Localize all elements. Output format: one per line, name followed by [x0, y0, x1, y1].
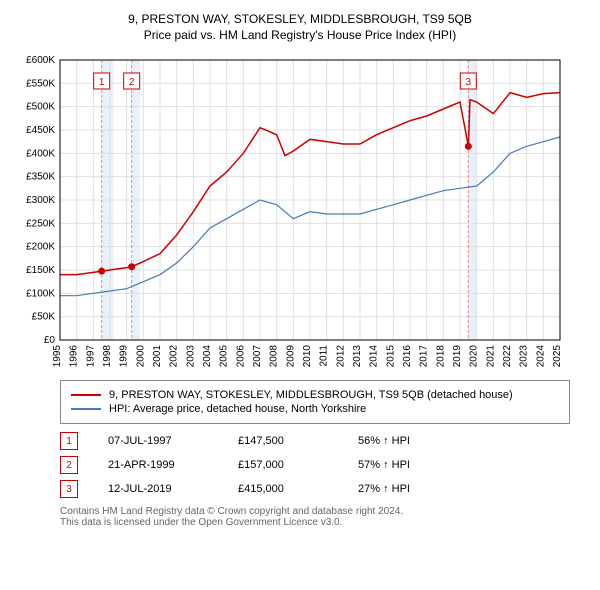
- title-line-2: Price paid vs. HM Land Registry's House …: [10, 28, 590, 42]
- legend-label-hpi: HPI: Average price, detached house, Nort…: [109, 403, 366, 415]
- legend-swatch-property: [71, 394, 101, 396]
- chart-title-block: 9, PRESTON WAY, STOKESLEY, MIDDLESBROUGH…: [10, 12, 590, 42]
- svg-text:1999: 1999: [119, 345, 130, 368]
- marker-badge: 2: [60, 456, 78, 474]
- svg-text:£50K: £50K: [32, 312, 56, 323]
- legend-swatch-hpi: [71, 408, 101, 410]
- marker-price: £415,000: [238, 483, 328, 495]
- chart-container: £0 £50K £100K £150K £200K £250K £300K £350K £400…: [10, 50, 590, 370]
- marker-badge: 3: [60, 480, 78, 498]
- marker-price: £157,000: [238, 459, 328, 471]
- svg-text:£450K: £450K: [26, 125, 55, 136]
- svg-text:2: 2: [129, 77, 135, 88]
- svg-text:2001: 2001: [152, 345, 163, 368]
- svg-text:£250K: £250K: [26, 218, 55, 229]
- svg-text:2005: 2005: [219, 345, 230, 368]
- svg-text:2021: 2021: [485, 345, 496, 368]
- svg-text:2014: 2014: [369, 345, 380, 368]
- svg-text:2018: 2018: [435, 345, 446, 368]
- svg-text:2015: 2015: [385, 345, 396, 368]
- svg-text:2006: 2006: [235, 345, 246, 368]
- svg-text:2016: 2016: [402, 345, 413, 368]
- marker-date: 07-JUL-1997: [108, 435, 208, 447]
- marker-row: 1 07-JUL-1997 £147,500 56% ↑ HPI: [60, 432, 570, 450]
- svg-text:1997: 1997: [85, 345, 96, 368]
- svg-text:2002: 2002: [169, 345, 180, 368]
- svg-text:£300K: £300K: [26, 195, 55, 206]
- svg-text:2009: 2009: [285, 345, 296, 368]
- svg-text:1: 1: [99, 77, 105, 88]
- footer-line-2: This data is licensed under the Open Gov…: [60, 517, 570, 528]
- marker-badge: 1: [60, 432, 78, 450]
- legend: 9, PRESTON WAY, STOKESLEY, MIDDLESBROUGH…: [60, 380, 570, 424]
- svg-text:2004: 2004: [202, 345, 213, 368]
- svg-text:£200K: £200K: [26, 242, 55, 253]
- svg-text:2020: 2020: [469, 345, 480, 368]
- svg-text:£150K: £150K: [26, 265, 55, 276]
- svg-text:£500K: £500K: [26, 102, 55, 113]
- svg-text:2017: 2017: [419, 345, 430, 368]
- svg-text:2010: 2010: [302, 345, 313, 368]
- marker-date: 12-JUL-2019: [108, 483, 208, 495]
- svg-text:2023: 2023: [519, 345, 530, 368]
- price-chart: £0 £50K £100K £150K £200K £250K £300K £350K £400…: [10, 50, 570, 370]
- svg-text:2007: 2007: [252, 345, 263, 368]
- svg-text:£0: £0: [44, 335, 56, 346]
- title-line-1: 9, PRESTON WAY, STOKESLEY, MIDDLESBROUGH…: [10, 12, 590, 26]
- footer: Contains HM Land Registry data © Crown c…: [60, 506, 570, 528]
- svg-text:£100K: £100K: [26, 288, 55, 299]
- svg-text:2008: 2008: [269, 345, 280, 368]
- footer-line-1: Contains HM Land Registry data © Crown c…: [60, 506, 570, 517]
- marker-row: 3 12-JUL-2019 £415,000 27% ↑ HPI: [60, 480, 570, 498]
- svg-text:2024: 2024: [535, 345, 546, 368]
- svg-text:2011: 2011: [319, 345, 330, 367]
- marker-diff: 57% ↑ HPI: [358, 459, 458, 471]
- svg-text:3: 3: [466, 77, 472, 88]
- svg-text:2013: 2013: [352, 345, 363, 368]
- svg-text:1998: 1998: [102, 345, 113, 368]
- marker-table: 1 07-JUL-1997 £147,500 56% ↑ HPI 2 21-APR-199…: [60, 432, 570, 498]
- svg-text:£400K: £400K: [26, 148, 55, 159]
- marker-price: £147,500: [238, 435, 328, 447]
- svg-text:£600K: £600K: [26, 55, 55, 66]
- svg-text:2012: 2012: [335, 345, 346, 368]
- svg-text:£550K: £550K: [26, 78, 55, 89]
- svg-text:1995: 1995: [52, 345, 63, 368]
- svg-text:2003: 2003: [185, 345, 196, 368]
- legend-row-property: 9, PRESTON WAY, STOKESLEY, MIDDLESBROUGH…: [71, 389, 559, 401]
- svg-text:2022: 2022: [502, 345, 513, 368]
- svg-text:£350K: £350K: [26, 172, 55, 183]
- svg-text:2000: 2000: [135, 345, 146, 368]
- marker-row: 2 21-APR-1999 £157,000 57% ↑ HPI: [60, 456, 570, 474]
- marker-diff: 27% ↑ HPI: [358, 483, 458, 495]
- marker-diff: 56% ↑ HPI: [358, 435, 458, 447]
- legend-label-property: 9, PRESTON WAY, STOKESLEY, MIDDLESBROUGH…: [109, 389, 513, 401]
- legend-row-hpi: HPI: Average price, detached house, Nort…: [71, 403, 559, 415]
- marker-date: 21-APR-1999: [108, 459, 208, 471]
- svg-text:2025: 2025: [552, 345, 563, 368]
- svg-text:2019: 2019: [452, 345, 463, 368]
- svg-text:1996: 1996: [69, 345, 80, 368]
